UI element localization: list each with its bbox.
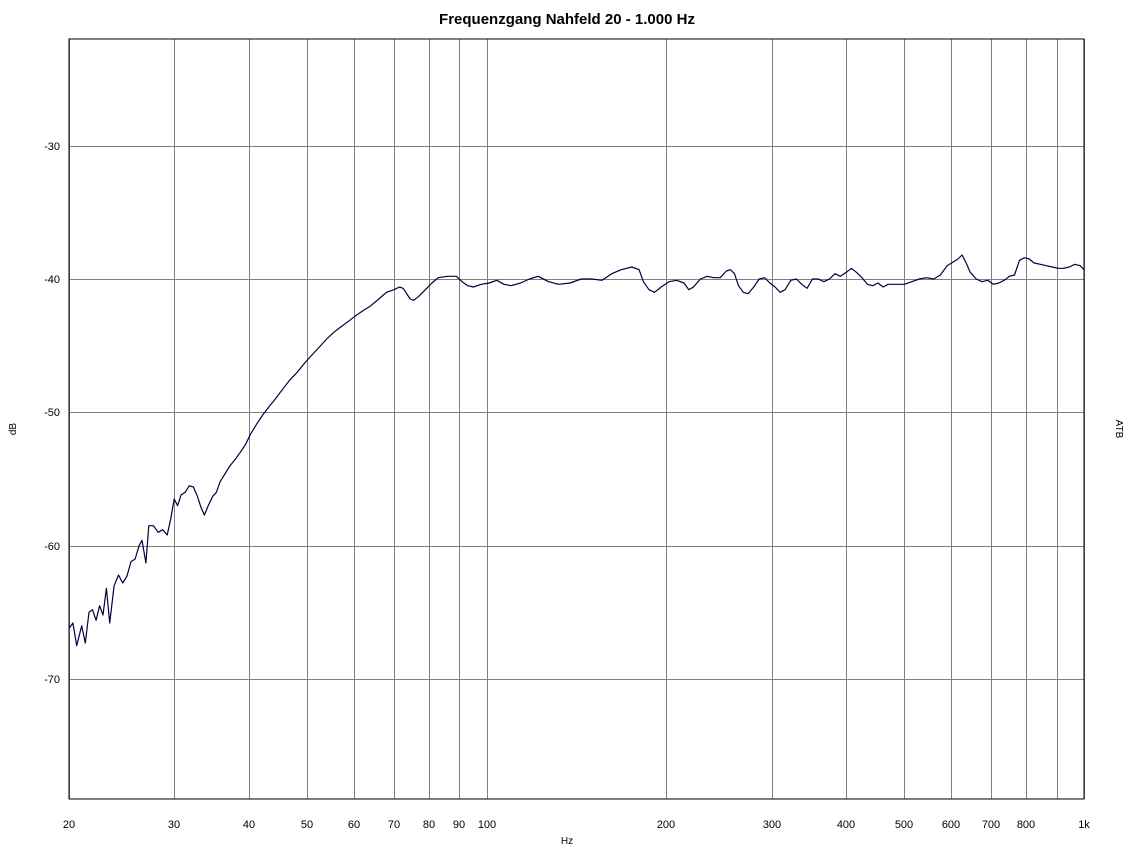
x-tick-label: 500 xyxy=(895,819,913,831)
x-tick-label: 700 xyxy=(982,819,1000,831)
x-tick-label: 800 xyxy=(1017,819,1035,831)
y-tick-labels: -30 -40 -50 -60 -70 xyxy=(44,141,60,686)
x-tick-labels: 20 30 40 50 60 70 80 90 100 200 300 400 500 600 700 800… xyxy=(63,819,1090,831)
x-tick-label: 400 xyxy=(837,819,855,831)
x-tick-label: 60 xyxy=(348,819,360,831)
x-tick-label: 50 xyxy=(301,819,313,831)
y-axis-label: dB xyxy=(8,423,19,436)
series-line xyxy=(68,254,1085,647)
y-tick-label: -30 xyxy=(44,141,60,153)
plot-area-border xyxy=(68,38,1085,800)
x-axis-label: Hz xyxy=(561,836,573,847)
x-tick-label: 200 xyxy=(657,819,675,831)
y-tick-label: -50 xyxy=(44,407,60,419)
x-tick-label: 300 xyxy=(763,819,781,831)
x-tick-label: 20 xyxy=(63,819,75,831)
chart-title: Frequenzgang Nahfeld 20 - 1.000 Hz xyxy=(439,11,695,28)
y-tick-label: -40 xyxy=(44,274,60,286)
y-tick-label: -70 xyxy=(44,674,60,686)
x-tick-label: 1k xyxy=(1078,819,1090,831)
series-layer xyxy=(68,254,1085,647)
y-tick-label: -60 xyxy=(44,541,60,553)
grid-layer xyxy=(69,39,1085,799)
x-tick-label: 90 xyxy=(453,819,465,831)
right-axis-label: ATB xyxy=(1113,420,1124,439)
x-tick-label: 100 xyxy=(478,819,496,831)
x-tick-label: 70 xyxy=(388,819,400,831)
x-tick-label: 30 xyxy=(168,819,180,831)
x-tick-label: 80 xyxy=(423,819,435,831)
x-tick-label: 40 xyxy=(243,819,255,831)
x-tick-label: 600 xyxy=(942,819,960,831)
